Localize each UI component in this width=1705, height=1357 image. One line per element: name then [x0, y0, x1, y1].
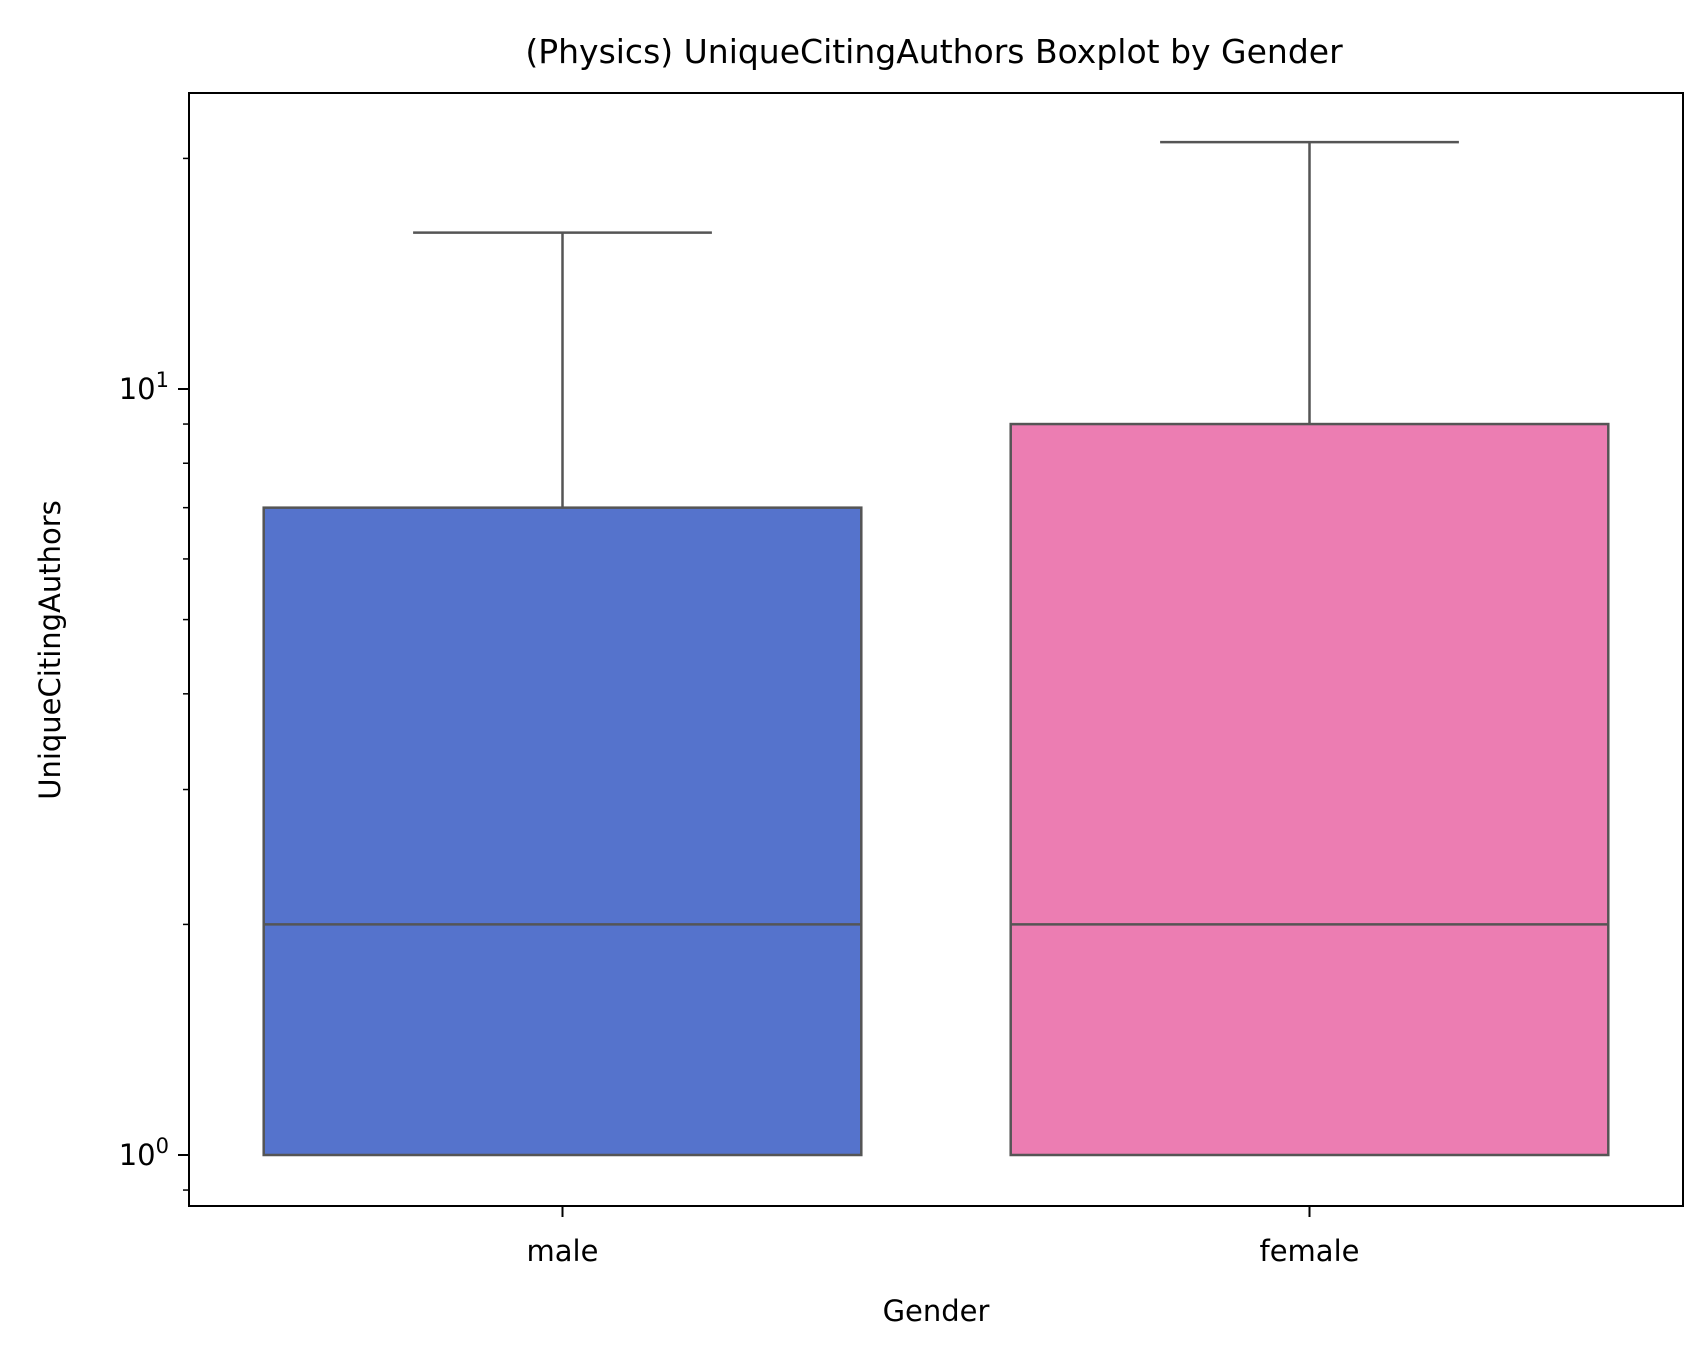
x-tick-label: female	[1260, 1234, 1360, 1268]
box-male	[262, 231, 863, 1157]
plot-frame	[188, 92, 1684, 1207]
y-tick-label: 100	[119, 1134, 169, 1172]
box-iqr	[1009, 422, 1610, 1157]
y-tick-label: 101	[119, 368, 169, 406]
x-axis-label: Gender	[883, 1294, 990, 1328]
box-iqr	[262, 506, 863, 1157]
axes: male female 100 101	[119, 157, 1360, 1268]
x-tick-label: male	[527, 1234, 599, 1268]
box-female	[1009, 140, 1610, 1157]
plot-area	[262, 140, 1610, 1157]
y-axis-label: UniqueCitingAuthors	[33, 500, 67, 800]
chart-title: (Physics) UniqueCitingAuthors Boxplot by…	[525, 32, 1343, 71]
